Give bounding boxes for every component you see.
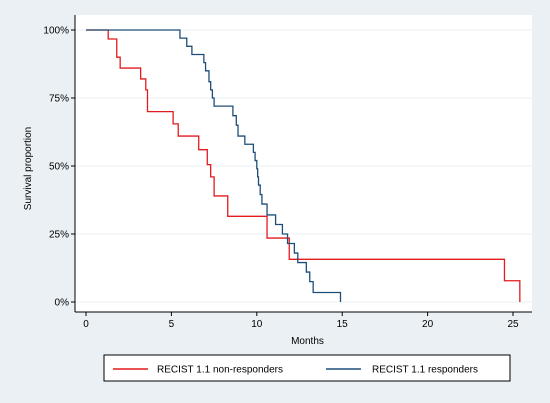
x-tick-label: 0 (83, 319, 89, 330)
legend-layer: RECIST 1.1 non-responders RECIST 1.1 resp… (103, 354, 511, 382)
y-tick-label: 25% (49, 230, 69, 241)
x-tick-label: 5 (169, 319, 175, 330)
y-tick-label: 50% (49, 162, 69, 173)
y-tick-label: 0% (55, 298, 70, 309)
plot-area (75, 15, 532, 312)
x-tick-label: 15 (337, 319, 349, 330)
legend-box (103, 354, 511, 382)
x-axis-label: Months (291, 336, 324, 347)
axis-layer: 0% 25% 50% 75% 100% 0 5 10 15 20 25 (43, 15, 532, 330)
series-line-non-responders (86, 29, 521, 302)
y-tick-label: 75% (49, 94, 69, 105)
y-tick-label: 100% (43, 26, 69, 37)
x-tick-label: 25 (507, 319, 519, 330)
legend-label: RECIST 1.1 non-responders (157, 365, 283, 376)
plot-layer (75, 15, 532, 312)
y-axis-label: Survival proportion (23, 127, 34, 210)
x-tick-label: 20 (422, 319, 434, 330)
legend-label: RECIST 1.1 responders (372, 365, 478, 376)
series-layer (86, 29, 521, 302)
series-line-responders (86, 29, 342, 302)
x-tick-label: 10 (251, 319, 263, 330)
